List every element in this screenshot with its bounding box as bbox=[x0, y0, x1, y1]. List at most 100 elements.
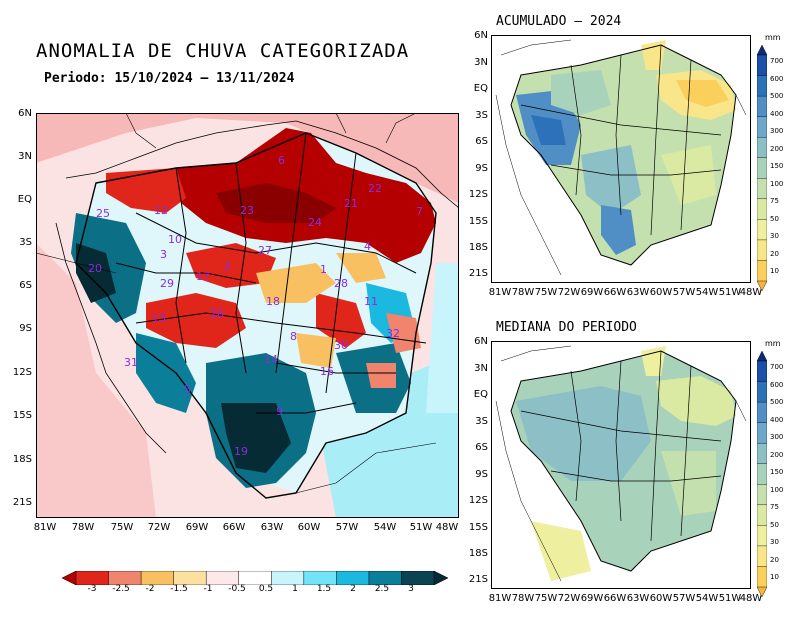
lon-label: 72W bbox=[557, 287, 581, 298]
lon-label: 54W bbox=[695, 287, 719, 298]
mediana-title: MEDIANA DO PERIODO bbox=[496, 320, 637, 335]
lat-label: 15S bbox=[12, 410, 32, 421]
lat-label: 21S bbox=[12, 497, 32, 508]
basin-number: 8 bbox=[290, 330, 297, 343]
main-anomaly-map: 6 23 22 21 25 24 7 12 10 4 27 20 3 17 2 … bbox=[36, 113, 459, 518]
lon-label: 66W bbox=[603, 287, 627, 298]
colorbar-level-label: 200 bbox=[770, 450, 784, 459]
colorbar-level-label: 20 bbox=[770, 249, 779, 258]
colorbar-swatch bbox=[757, 198, 767, 221]
lat-label: 21S bbox=[468, 268, 488, 279]
colorbar-swatch bbox=[757, 260, 767, 282]
lat-label: 6S bbox=[475, 136, 488, 147]
lat-label: 18S bbox=[468, 242, 488, 253]
colorbar-swatch bbox=[75, 571, 110, 585]
lat-label: EQ bbox=[17, 194, 32, 205]
colorbar-swatch bbox=[757, 422, 767, 444]
lon-label: 57W bbox=[672, 287, 696, 298]
colorbar-tick: 0.5 bbox=[258, 584, 274, 594]
colorbar-tick: -0.5 bbox=[228, 584, 246, 594]
lon-label: 69W bbox=[580, 287, 604, 298]
lat-label: 3S bbox=[475, 110, 488, 121]
basin-number: 16 bbox=[320, 365, 334, 378]
lon-label: 81W bbox=[33, 522, 57, 533]
colorbar-tick: 1 bbox=[292, 584, 298, 594]
colorbar-swatch bbox=[757, 178, 767, 200]
basin-number: 30 bbox=[334, 339, 348, 352]
colorbar-tick: 3 bbox=[408, 584, 414, 594]
lon-label: 78W bbox=[511, 287, 535, 298]
colorbar-level-label: 50 bbox=[770, 214, 779, 223]
colorbar-tick: 2 bbox=[350, 584, 356, 594]
lon-label: 48W bbox=[739, 593, 763, 604]
lat-label: EQ bbox=[473, 83, 488, 94]
lat-label: 18S bbox=[468, 548, 488, 559]
colorbar-swatch bbox=[303, 571, 338, 585]
lat-label: 9S bbox=[19, 323, 32, 334]
lat-label: 9S bbox=[475, 163, 488, 174]
colorbar-tick: -2 bbox=[145, 584, 155, 594]
colorbar-swatch bbox=[368, 571, 403, 585]
lon-label: 57W bbox=[672, 593, 696, 604]
colorbar-level-label: 30 bbox=[770, 232, 779, 241]
acumulado-colorbar bbox=[757, 45, 767, 291]
basin-number: 29 bbox=[160, 277, 174, 290]
lon-label: 57W bbox=[335, 522, 359, 533]
lat-label: 15S bbox=[468, 216, 488, 227]
lon-label: 63W bbox=[260, 522, 284, 533]
lat-label: 12S bbox=[468, 189, 488, 200]
lat-label: 12S bbox=[12, 367, 32, 378]
lat-label: 3S bbox=[19, 237, 32, 248]
colorbar-level-label: 400 bbox=[770, 415, 784, 424]
basin-number: 4 bbox=[364, 240, 371, 253]
colorbar-swatch bbox=[757, 442, 767, 465]
colorbar-swatch bbox=[757, 525, 767, 547]
lat-label: 18S bbox=[12, 454, 32, 465]
colorbar-tick: -1 bbox=[203, 584, 213, 594]
lat-label: 12S bbox=[468, 495, 488, 506]
lat-label: 9S bbox=[475, 469, 488, 480]
main-map-title: ANOMALIA DE CHUVA CATEGORIZADA bbox=[36, 40, 410, 62]
lat-label: 15S bbox=[468, 522, 488, 533]
basin-number: 25 bbox=[96, 207, 110, 220]
basin-number: 7 bbox=[416, 205, 423, 218]
colorbar-tick: -1.5 bbox=[170, 584, 188, 594]
colorbar-swatch bbox=[757, 381, 767, 403]
colorbar-swatch bbox=[757, 219, 767, 241]
colorbar-level-label: 300 bbox=[770, 433, 784, 442]
colorbar-level-label: 30 bbox=[770, 538, 779, 547]
colorbar-swatch bbox=[336, 571, 370, 585]
lon-label: 48W bbox=[435, 522, 459, 533]
lon-label: 51W bbox=[718, 593, 742, 604]
mediana-colorbar bbox=[757, 351, 767, 597]
colorbar-swatch bbox=[757, 586, 767, 597]
colorbar-level-label: 75 bbox=[770, 503, 779, 512]
lon-label: 72W bbox=[557, 593, 581, 604]
lon-label: 54W bbox=[373, 522, 397, 533]
colorbar-swatch bbox=[271, 571, 305, 585]
lon-label: 51W bbox=[718, 287, 742, 298]
colorbar-level-label: 100 bbox=[770, 179, 784, 188]
colorbar-tick: 2.5 bbox=[374, 584, 390, 594]
lon-label: 78W bbox=[71, 522, 95, 533]
basin-number: 17 bbox=[196, 270, 210, 283]
colorbar-level-label: 400 bbox=[770, 109, 784, 118]
basin-number: 32 bbox=[386, 327, 400, 340]
colorbar-level-label: 600 bbox=[770, 380, 784, 389]
colorbar-level-label: 150 bbox=[770, 162, 784, 171]
lon-label: 69W bbox=[185, 522, 209, 533]
basin-number: 28 bbox=[334, 277, 348, 290]
lon-label: 78W bbox=[511, 593, 535, 604]
colorbar-swatch bbox=[140, 571, 175, 585]
lat-label: 21S bbox=[468, 574, 488, 585]
lon-label: 51W bbox=[409, 522, 433, 533]
lon-label: 60W bbox=[649, 593, 673, 604]
colorbar-level-label: 500 bbox=[770, 92, 784, 101]
basin-number: 20 bbox=[88, 262, 102, 275]
colorbar-swatch bbox=[757, 504, 767, 527]
lon-label: 81W bbox=[488, 593, 512, 604]
colorbar-level-label: 200 bbox=[770, 144, 784, 153]
colorbar-swatch bbox=[173, 571, 207, 585]
colorbar-level-label: 20 bbox=[770, 555, 779, 564]
colorbar-swatch bbox=[757, 95, 767, 118]
